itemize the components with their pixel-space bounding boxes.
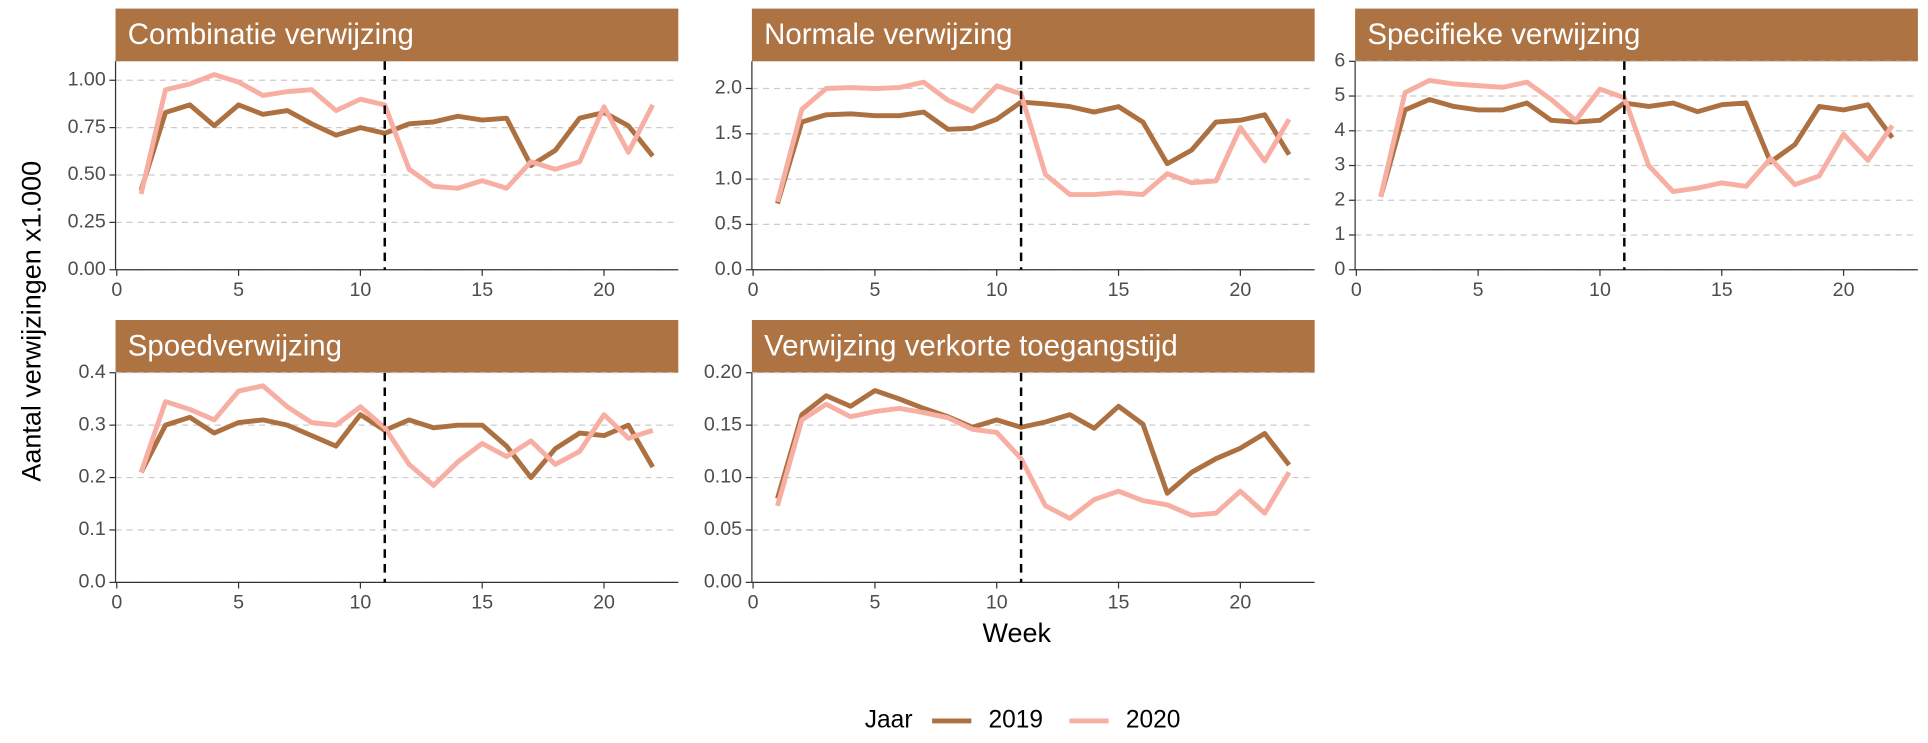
series-line	[1378, 97, 1895, 198]
panel-title: Verwijzing verkorte toegangstijd	[764, 329, 1178, 362]
y-tick-label: 0.75	[68, 116, 106, 138]
y-tick-label: 0.0	[78, 571, 105, 593]
y-tick-label: 0.5	[715, 213, 742, 235]
series-line	[775, 388, 1292, 500]
series-line	[775, 99, 1292, 205]
y-tick-label: 0	[1334, 258, 1345, 280]
legend-label: 2019	[989, 706, 1044, 733]
x-tick-label: 20	[1833, 279, 1855, 301]
x-tick-label: 20	[593, 591, 615, 613]
y-tick-label: 1.0	[715, 167, 742, 189]
x-tick-label: 0	[1351, 279, 1362, 301]
x-axis-title: Week	[982, 618, 1051, 648]
x-tick-label: 5	[233, 591, 244, 613]
y-tick-label: 0.50	[68, 163, 106, 185]
x-tick-label: 5	[869, 279, 880, 301]
strip	[751, 8, 1315, 62]
x-tick-label: 10	[986, 591, 1008, 613]
y-tick-label: 0.1	[78, 518, 105, 540]
y-tick-label: 4	[1334, 119, 1345, 141]
x-tick-label: 15	[1108, 279, 1130, 301]
x-tick-label: 20	[1229, 279, 1251, 301]
x-tick-label: 15	[471, 591, 493, 613]
y-tick-label: 0.00	[68, 258, 106, 280]
x-tick-label: 10	[349, 279, 371, 301]
y-tick-label: 0.25	[68, 211, 106, 233]
series-line	[138, 383, 654, 488]
y-tick-label: 1.00	[68, 68, 106, 90]
x-tick-label: 20	[593, 279, 615, 301]
x-tick-label: 5	[869, 591, 880, 613]
y-tick-label: 6	[1334, 49, 1345, 71]
strip	[115, 320, 679, 373]
series-line	[138, 102, 655, 191]
y-tick-label: 0.0	[715, 258, 742, 280]
panel-title: Spoedverwijzing	[128, 329, 342, 362]
legend-title: Jaar	[865, 706, 913, 733]
x-tick-label: 15	[1711, 279, 1733, 301]
x-tick-label: 10	[986, 279, 1008, 301]
x-tick-label: 5	[233, 279, 244, 301]
strip	[115, 8, 679, 62]
y-axis-title: Aantal verwijzingen x1.000	[17, 161, 47, 482]
y-tick-label: 0.3	[78, 413, 105, 435]
y-tick-label: 0.4	[78, 361, 105, 383]
y-tick-label: 0.05	[704, 518, 742, 540]
x-tick-label: 15	[471, 279, 493, 301]
panel-title: Specifieke verwijzing	[1367, 18, 1640, 51]
series-line	[775, 79, 1292, 203]
x-tick-label: 10	[349, 591, 371, 613]
series-line	[1378, 77, 1895, 198]
y-tick-label: 0.00	[704, 571, 742, 593]
y-tick-label: 3	[1334, 154, 1345, 176]
y-tick-label: 1	[1334, 223, 1345, 245]
x-tick-label: 10	[1589, 279, 1611, 301]
series-line	[138, 72, 655, 195]
legend-label: 2020	[1126, 706, 1181, 733]
y-tick-label: 0.20	[704, 361, 742, 383]
x-tick-label: 0	[748, 279, 759, 301]
x-tick-label: 0	[111, 591, 122, 613]
y-tick-label: 0.2	[78, 466, 105, 488]
y-tick-label: 2	[1334, 188, 1345, 210]
panel-title: Combinatie verwijzing	[128, 18, 414, 51]
series-line	[775, 401, 1292, 521]
strip	[751, 320, 1315, 373]
y-tick-label: 2.0	[715, 77, 742, 99]
y-tick-label: 0.15	[704, 413, 742, 435]
x-tick-label: 0	[111, 279, 122, 301]
y-tick-label: 5	[1334, 84, 1345, 106]
y-tick-label: 0.10	[704, 466, 742, 488]
series-line	[138, 412, 655, 481]
x-tick-label: 5	[1473, 279, 1484, 301]
strip	[1355, 8, 1918, 62]
y-tick-label: 1.5	[715, 122, 742, 144]
x-tick-label: 15	[1108, 591, 1130, 613]
x-tick-label: 20	[1229, 591, 1251, 613]
x-tick-label: 0	[748, 591, 759, 613]
panel-title: Normale verwijzing	[764, 18, 1012, 51]
